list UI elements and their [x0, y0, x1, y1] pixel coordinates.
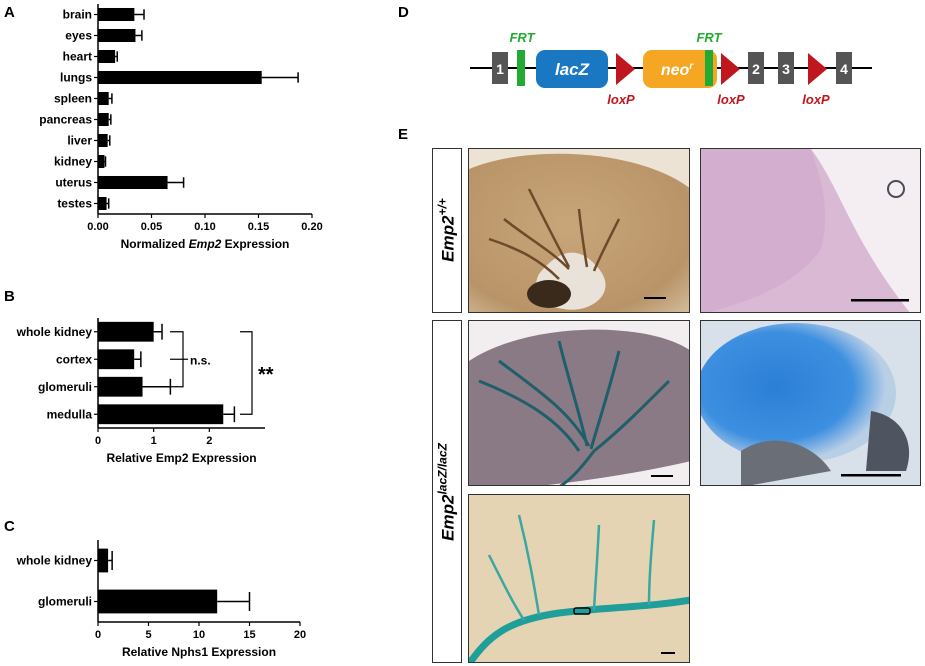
- lacz-label: lacZ: [555, 60, 590, 79]
- lacz-cassette: [536, 50, 608, 88]
- neo-label: neor: [661, 61, 694, 79]
- genotype-superscript-wildtype: +/+: [435, 198, 450, 216]
- loxp-site-3: [808, 53, 827, 85]
- micrograph-knockout-kidney-vessel: [468, 494, 690, 663]
- category-label: whole kidney: [16, 325, 93, 339]
- category-label: eyes: [65, 29, 92, 43]
- chart-c: whole kidney glomeruli 0 5 10 15 20 Relative Np…: [16, 540, 306, 659]
- category-label: glomeruli: [38, 595, 92, 609]
- x-tick-label: 0: [95, 629, 101, 641]
- loxp-label-1: loxP: [607, 92, 635, 107]
- genotype-superscript-knockout: lacZ/lacZ: [435, 443, 450, 495]
- bar-uterus: [98, 175, 168, 190]
- bar-whole-kidney: [98, 321, 154, 342]
- loxp-label-3: loxP: [802, 92, 830, 107]
- x-axis-label: Relative Emp2 Expression: [106, 451, 256, 465]
- bar-eyes: [98, 28, 136, 43]
- x-tick-label: 2: [206, 435, 212, 447]
- gene-construct-diagram: 1 FRT lacZ loxP neor FRT loxP 2 3 loxP 4: [470, 30, 872, 107]
- frt-label-2: FRT: [696, 30, 722, 45]
- loxp-label-2: loxP: [717, 92, 745, 107]
- micrograph-wildtype-kidney-low-mag: [468, 148, 690, 313]
- category-label: pancreas: [39, 113, 92, 127]
- bar-whole-kidney: [98, 548, 109, 573]
- panel-letter-c: C: [4, 518, 15, 535]
- category-label: cortex: [56, 352, 92, 366]
- category-label: lungs: [60, 71, 92, 85]
- exon-2: [748, 52, 764, 84]
- x-tick-label: 10: [193, 629, 205, 641]
- category-label: medulla: [47, 407, 93, 421]
- category-label: glomeruli: [38, 380, 92, 394]
- category-label: kidney: [54, 155, 92, 169]
- neo-cassette: [643, 50, 717, 88]
- bar-testes: [98, 196, 107, 211]
- exon-4: [836, 52, 852, 84]
- significance-bracket: [240, 331, 253, 415]
- x-tick-label: 0.05: [141, 221, 162, 233]
- chart-a: brain eyes heart lungs spleen pancreas liver ki…: [39, 4, 323, 251]
- bar-spleen: [98, 91, 109, 106]
- x-tick-label: 0.00: [87, 221, 108, 233]
- bar-cortex: [98, 349, 135, 370]
- chart-b: whole kidney cortex glomeruli medulla 0 1 2 Rel…: [16, 318, 274, 465]
- x-tick-label: 5: [145, 629, 151, 641]
- bar-glomeruli: [98, 589, 218, 614]
- panel-letter-a: A: [4, 4, 15, 21]
- category-label: testes: [57, 197, 92, 211]
- bar-kidney: [98, 154, 105, 169]
- bar-medulla: [98, 404, 224, 425]
- x-tick-label: 0.15: [248, 221, 269, 233]
- bar-pancreas: [98, 112, 109, 127]
- exon-3-label: 3: [782, 61, 790, 77]
- panel-letter-b: B: [4, 288, 15, 305]
- x-tick-label: 0: [95, 435, 101, 447]
- x-tick-label: 0.20: [301, 221, 322, 233]
- exon-3: [778, 52, 794, 84]
- category-label: whole kidney: [16, 554, 93, 568]
- x-tick-label: 20: [294, 629, 306, 641]
- frt-site-2: [705, 50, 713, 86]
- panel-letter-e: E: [398, 126, 409, 143]
- genotype-label-box-knockout: [432, 320, 462, 663]
- exon-1: [492, 52, 508, 84]
- bar-glomeruli: [98, 376, 143, 397]
- frt-site-1: [517, 50, 525, 86]
- panel-letter-d: D: [398, 4, 409, 21]
- x-tick-label: 0.10: [194, 221, 215, 233]
- bar-brain: [98, 7, 135, 22]
- category-label: uterus: [55, 176, 92, 190]
- genotype-label-wildtype: Emp2+/+: [435, 198, 458, 262]
- category-label: spleen: [54, 92, 92, 106]
- significance-annotation: **: [258, 364, 274, 386]
- x-axis-label: Normalized Emp2 Expression: [121, 237, 290, 251]
- exon-2-label: 2: [752, 61, 760, 77]
- x-axis-label: Relative Nphs1 Expression: [122, 645, 276, 659]
- category-label: heart: [63, 50, 92, 64]
- micrograph-knockout-kidney-low-mag: [468, 320, 690, 486]
- frt-label-1: FRT: [509, 30, 535, 45]
- micrograph-wildtype-kidney-high-mag: [700, 148, 921, 313]
- loxp-site-1: [616, 53, 635, 85]
- genotype-label-box-wildtype: [432, 148, 462, 313]
- bar-lungs: [98, 70, 262, 85]
- neo-superscript: r: [689, 61, 694, 72]
- exon-4-label: 4: [840, 61, 848, 77]
- category-label: liver: [67, 134, 92, 148]
- bar-liver: [98, 133, 108, 148]
- exon-1-label: 1: [496, 61, 504, 77]
- bar-heart: [98, 49, 116, 64]
- category-label: brain: [63, 8, 92, 22]
- micrograph-knockout-kidney-high-mag: [700, 320, 921, 486]
- x-tick-label: 15: [243, 629, 255, 641]
- loxp-site-2: [721, 53, 740, 85]
- x-tick-label: 1: [151, 435, 157, 447]
- ns-annotation: n.s.: [190, 353, 211, 367]
- genotype-label-knockout: Emp2lacZ/lacZ: [435, 443, 458, 541]
